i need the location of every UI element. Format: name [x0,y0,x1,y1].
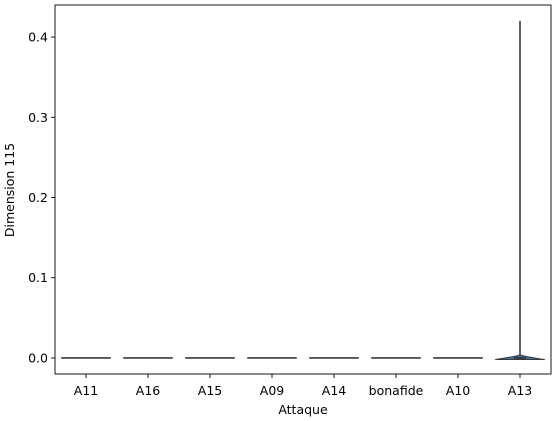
x-tick-label: A11 [74,383,98,398]
x-tick-label: A13 [508,383,532,398]
x-tick-label: A16 [136,383,161,398]
y-tick-label: 0.3 [28,110,48,125]
plot-area [54,4,552,375]
y-axis: 0.0 0.1 0.2 0.3 0.4 [28,30,55,365]
y-axis-label: Dimension 115 [2,143,17,237]
y-tick-label: 0.1 [28,270,48,285]
x-axis-label: Attaque [278,402,328,417]
y-tick-label: 0.4 [28,30,48,45]
x-tick-label: A10 [446,383,471,398]
x-tick-label: A15 [198,383,222,398]
violins [61,21,545,361]
y-tick-label: 0.0 [28,350,48,365]
x-tick-label: A09 [260,383,285,398]
y-tick-label: 0.2 [28,190,48,205]
x-axis: A11 A16 A15 A09 A14 bonafide A10 A13 [74,374,532,398]
x-tick-label: A14 [322,383,347,398]
x-tick-label: bonafide [369,383,424,398]
